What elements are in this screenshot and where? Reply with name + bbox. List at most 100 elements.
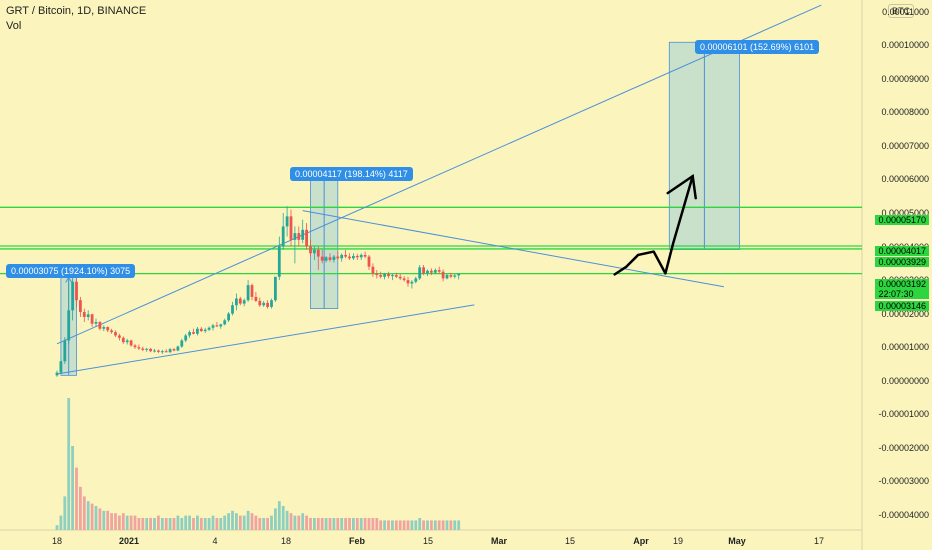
volume-bar <box>102 510 106 530</box>
candle-body <box>157 350 160 352</box>
candle-body <box>59 361 63 373</box>
current-price-value: 0.00003192 <box>878 279 926 289</box>
y-tick-label: 0.00006000 <box>881 174 929 185</box>
volume-bar <box>67 398 71 530</box>
volume-bar <box>153 518 156 530</box>
volume-bar <box>86 501 90 530</box>
volume-bar <box>262 518 266 530</box>
volume-bar <box>313 518 316 530</box>
candle-body <box>188 332 191 336</box>
volume-bar <box>328 518 332 530</box>
volume-bar <box>316 518 320 530</box>
candle-body <box>196 328 199 334</box>
volume-bar <box>63 496 67 530</box>
candle-body <box>328 257 332 260</box>
volume-bar <box>59 515 63 530</box>
candle-body <box>262 302 266 306</box>
candle-body <box>379 275 383 277</box>
candle-body <box>133 345 137 348</box>
projection-arrowhead <box>666 173 697 200</box>
candle-body <box>55 372 59 376</box>
volume-bar <box>242 515 246 530</box>
volume-bar <box>254 515 258 530</box>
candle-body <box>215 325 219 327</box>
volume-bar <box>445 520 449 530</box>
candle-body <box>118 335 121 338</box>
x-tick-label: May <box>728 536 746 546</box>
volume-bar <box>359 518 363 530</box>
candle-body <box>98 322 102 329</box>
volume-bar <box>55 525 59 530</box>
chart-title: GRT / Bitcoin, 1D, BINANCE <box>6 5 147 17</box>
candle-body <box>352 255 355 259</box>
candle-body <box>332 256 336 260</box>
candle-body <box>355 255 359 258</box>
volume-bar <box>71 446 74 530</box>
volume-bar <box>157 515 160 530</box>
candle-body <box>246 285 250 301</box>
trendline-2 <box>56 4 822 345</box>
candle-body <box>371 266 375 274</box>
volume-bar <box>149 518 152 530</box>
volume-bar <box>106 510 110 530</box>
volume-bar <box>227 513 230 530</box>
candle-body <box>285 216 289 227</box>
candle-body <box>309 246 312 254</box>
candle-body <box>223 320 227 325</box>
candle-body <box>457 273 461 276</box>
candle-body <box>63 340 67 362</box>
candle-body <box>289 216 293 240</box>
volume-bar <box>398 520 402 530</box>
volume-bar <box>258 518 262 530</box>
candle-body <box>281 226 285 247</box>
candle-body <box>391 275 394 277</box>
candle-body <box>313 249 316 254</box>
candle-body <box>340 254 344 259</box>
candle-body <box>293 233 297 240</box>
volume-bar <box>223 515 227 530</box>
candle-body <box>394 275 398 277</box>
volume-bar <box>277 501 281 530</box>
volume-bar <box>79 486 82 530</box>
y-tick-label: 0.00009000 <box>881 73 929 84</box>
volume-bar <box>238 515 242 530</box>
candle-body <box>277 246 281 277</box>
volume-bar <box>309 518 312 530</box>
volume-bar <box>410 520 414 530</box>
volume-bar <box>196 515 199 530</box>
candle-body <box>176 346 180 351</box>
volume-bar <box>184 515 188 530</box>
candle-body <box>402 278 406 281</box>
candle-body <box>254 296 258 301</box>
candle-body <box>153 350 156 352</box>
candle-body <box>149 348 152 352</box>
volume-bar <box>340 518 344 530</box>
volume-bar <box>457 520 461 530</box>
currency-badge[interactable]: BTC <box>888 4 914 18</box>
volume-bar <box>375 518 379 530</box>
x-tick-label: Mar <box>490 536 508 546</box>
volume-bar <box>449 520 453 530</box>
candle-body <box>125 340 129 343</box>
volume-bar <box>266 518 269 530</box>
x-tick-label: 17 <box>813 536 825 546</box>
volume-bar <box>297 515 301 530</box>
volume-bar <box>121 513 125 530</box>
y-tick-label: 0.00001000 <box>881 342 929 353</box>
candle-body <box>383 274 386 277</box>
candle-body <box>192 332 195 334</box>
volume-bar <box>352 518 355 530</box>
candle-body <box>219 324 223 327</box>
volume-bar <box>118 515 121 530</box>
candle-body <box>106 327 110 331</box>
y-tick-label: 0.00008000 <box>881 107 929 118</box>
volume-bar <box>355 518 359 530</box>
y-tick-label: 0.00002000 <box>881 308 929 319</box>
volume-bar <box>133 515 137 530</box>
measure-label-2: 0.00004117 (198.14%) 4117 <box>290 167 413 181</box>
candle-body <box>164 351 168 353</box>
countdown-value: 22:07:30 <box>878 289 914 299</box>
candle-body <box>422 267 425 274</box>
volume-bar <box>402 520 406 530</box>
